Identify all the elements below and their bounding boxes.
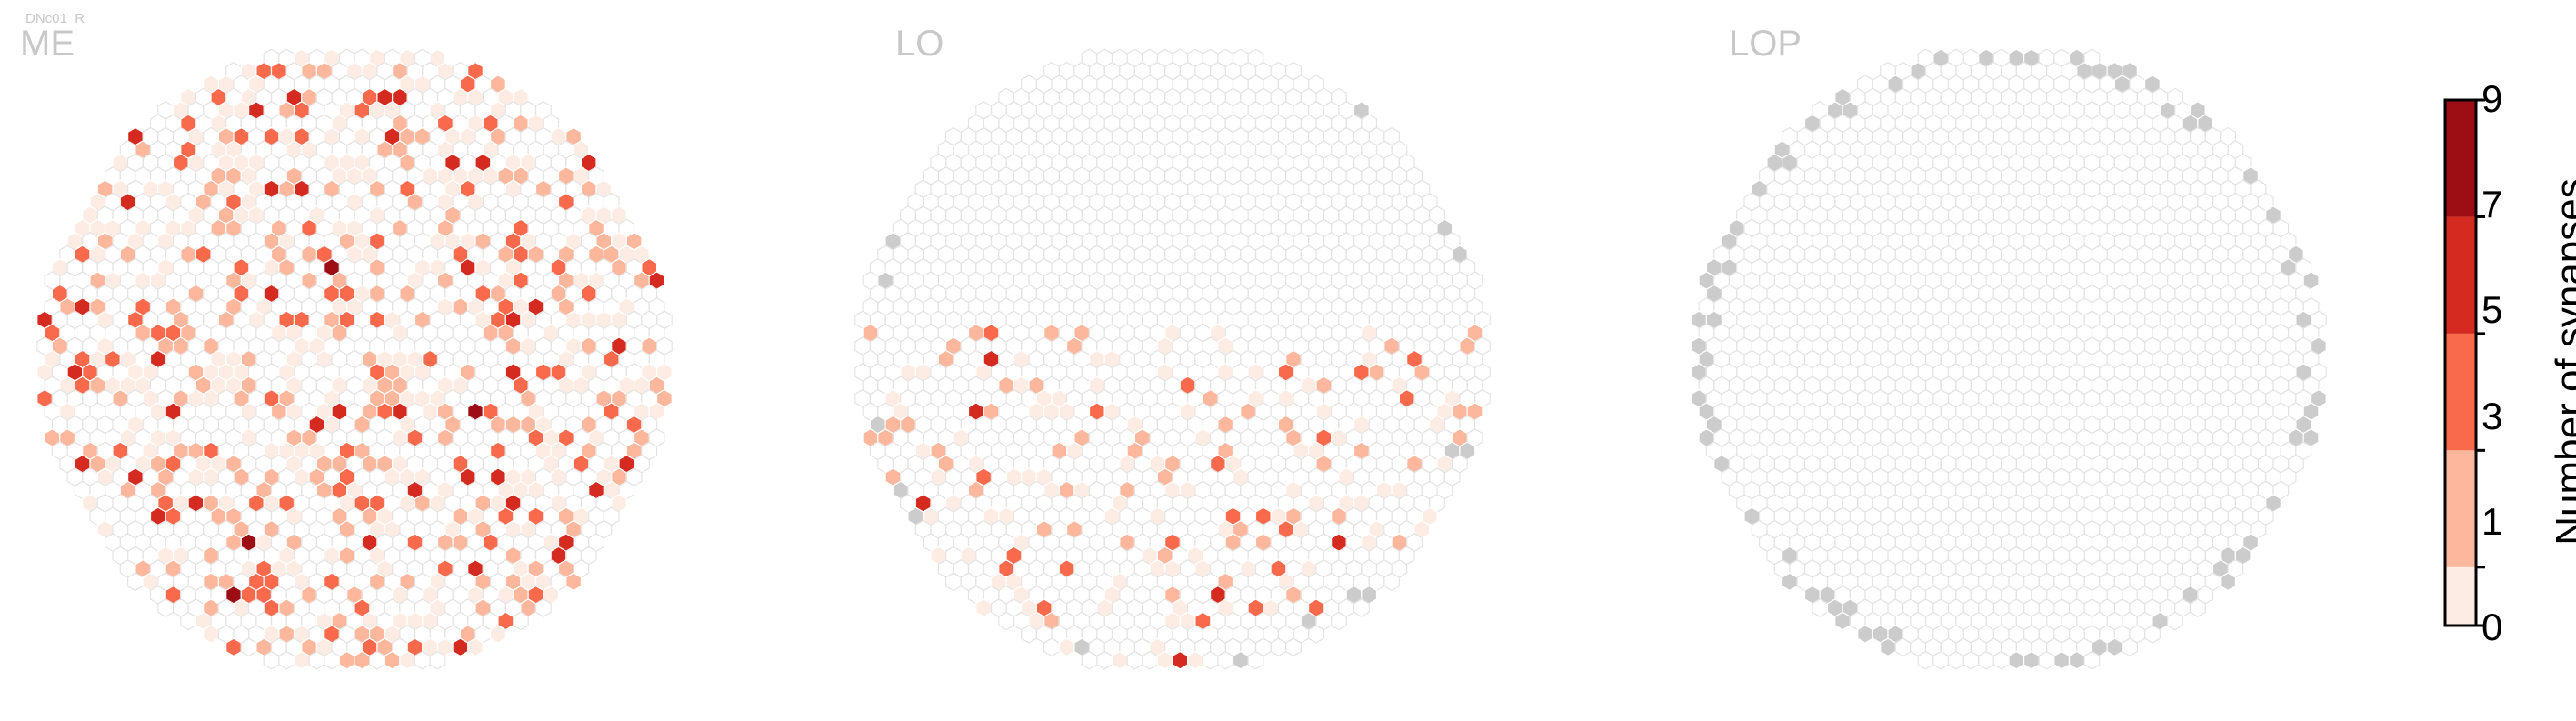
- hex-cell: [2008, 650, 2025, 670]
- hex-cell: [308, 650, 325, 670]
- hex-cell: [1021, 625, 1037, 644]
- hex-cell: [384, 650, 401, 670]
- hex-cell: [2068, 650, 2085, 670]
- hex-cell: [998, 611, 1014, 631]
- colorbar-tick-0: 0: [2481, 606, 2503, 648]
- colorbar-tick-1: 1: [2481, 500, 2503, 543]
- hex-cell: [1217, 650, 1234, 670]
- hex-cell: [1932, 650, 1950, 670]
- colorbar-bin-0: [2445, 566, 2476, 626]
- colorbar-label: Number of synapses: [2548, 178, 2576, 546]
- hex-cell: [452, 637, 469, 657]
- hex-cell: [1096, 650, 1113, 670]
- hex-cell: [225, 637, 242, 657]
- hex-cell: [263, 650, 280, 670]
- hex-cell: [354, 650, 371, 670]
- hex-cell: [2167, 611, 2183, 631]
- hex-cell: [1834, 611, 1851, 631]
- hex-cell: [1947, 650, 1964, 670]
- hex-cell: [1126, 650, 1143, 670]
- hex-cell: [2106, 637, 2123, 657]
- hex-cell: [534, 598, 552, 617]
- hex-cell: [1383, 572, 1400, 592]
- panel-title-lo: LO: [895, 24, 944, 64]
- hex-cell: [1880, 637, 1896, 657]
- hex-cell: [1270, 637, 1287, 657]
- colorbar-bin-4: [2445, 100, 2476, 217]
- hex-cell: [490, 625, 506, 644]
- panel-title-me: ME: [20, 24, 75, 64]
- hex-cell: [1142, 650, 1158, 670]
- hex-cell: [565, 572, 582, 592]
- colorbar-bin-2: [2445, 333, 2476, 451]
- hex-cell: [414, 650, 431, 670]
- hex-cell: [429, 650, 446, 670]
- hex-cell: [1232, 650, 1249, 670]
- hex-cell: [240, 637, 257, 657]
- hex-cell: [1308, 625, 1324, 644]
- hex-cell: [2144, 625, 2161, 644]
- hex-cell: [1111, 650, 1128, 670]
- colorbar-tick-9: 9: [2481, 77, 2503, 120]
- hex-cell: [513, 611, 529, 631]
- hex-cell: [2122, 637, 2138, 657]
- hex-cell: [127, 572, 144, 592]
- panel-title-lop: LOP: [1729, 24, 1802, 64]
- hex-cell: [1894, 637, 1912, 657]
- hex-cell: [1156, 650, 1173, 670]
- hex-cell: [324, 650, 340, 670]
- colorbar-bin-3: [2445, 216, 2476, 334]
- hex-cell: [2053, 650, 2071, 670]
- cell-label: DNc01_R: [25, 11, 85, 26]
- colorbar-tick-7: 7: [2481, 183, 2503, 225]
- hex-cell: [1812, 598, 1829, 617]
- hex-cell: [157, 598, 175, 617]
- hex-cell: [975, 598, 993, 617]
- hex-cell: [945, 572, 962, 592]
- colorbar: [2443, 98, 2485, 627]
- hex-cell: [180, 611, 196, 631]
- hex-cell: [278, 650, 295, 670]
- hex-cell: [369, 650, 385, 670]
- colorbar-frame: [2443, 98, 2478, 627]
- hex-cell: [2023, 650, 2040, 670]
- hex-cell: [1782, 572, 1798, 592]
- hex-cell: [2189, 598, 2206, 617]
- hex-cell: [1187, 650, 1203, 670]
- hex-cell: [1857, 625, 1873, 644]
- hex-cell: [1978, 650, 1994, 670]
- lo-hex-map: [854, 48, 1491, 670]
- hex-cell: [1353, 598, 1370, 617]
- hex-cell: [2038, 650, 2055, 670]
- hex-cell: [1992, 650, 2010, 670]
- hex-cell: [1962, 650, 1980, 670]
- hex-cell: [467, 637, 484, 657]
- hex-cell: [399, 650, 416, 670]
- hex-cell: [1331, 611, 1347, 631]
- colorbar-tick-5: 5: [2481, 288, 2503, 331]
- hex-cell: [1247, 650, 1264, 670]
- hex-cell: [1202, 650, 1219, 670]
- hex-cell: [203, 625, 219, 644]
- hex-cell: [1081, 650, 1098, 670]
- hex-cell: [1172, 650, 1189, 670]
- colorbar-bin-1: [2445, 450, 2476, 567]
- hex-cell: [1917, 650, 1934, 670]
- me-hex-map: [36, 48, 673, 670]
- hex-cell: [2083, 650, 2101, 670]
- hex-cell: [338, 650, 355, 670]
- lop-hex-map: [1691, 48, 2327, 670]
- hex-cell: [2220, 572, 2236, 592]
- hex-cell: [293, 650, 310, 670]
- hex-cell: [1285, 637, 1302, 657]
- hex-cell: [1043, 637, 1060, 657]
- colorbar-tick-3: 3: [2481, 395, 2503, 437]
- hex-cell: [1058, 637, 1075, 657]
